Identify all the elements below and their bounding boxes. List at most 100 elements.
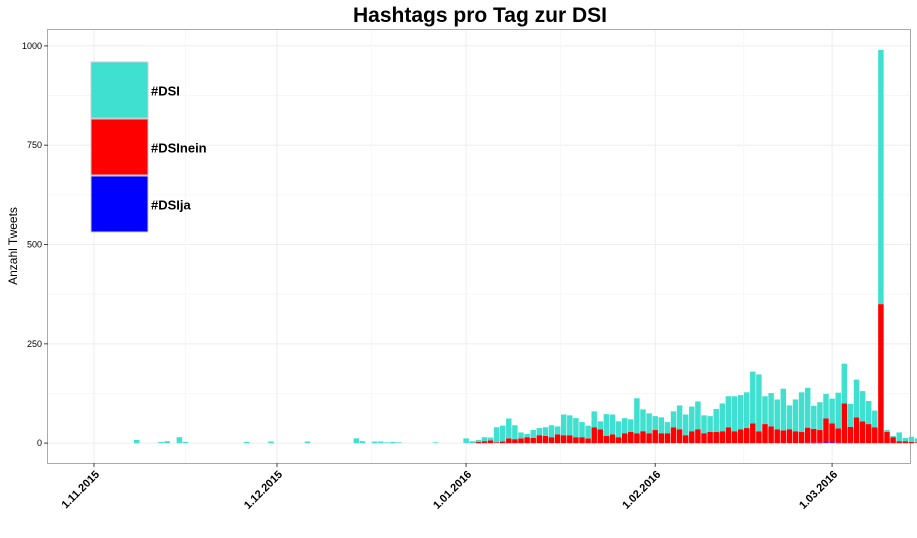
bar	[573, 418, 579, 438]
bar	[524, 437, 530, 444]
bar	[786, 429, 793, 444]
bar	[512, 425, 518, 440]
bar	[634, 398, 640, 434]
bar	[487, 437, 494, 441]
bar	[359, 441, 366, 444]
bar	[786, 405, 793, 430]
bar	[573, 437, 579, 444]
bar	[475, 441, 482, 444]
x-tick-label: 1.11.2015	[59, 469, 102, 512]
y-tick-label: 500	[27, 240, 42, 250]
bar	[835, 392, 841, 429]
bar	[628, 419, 634, 433]
bar	[701, 415, 707, 434]
bar	[475, 439, 482, 442]
bar	[689, 406, 695, 432]
bar	[823, 418, 829, 443]
bar	[560, 414, 567, 436]
bar	[567, 435, 573, 444]
x-tick-label: 1.01.2016	[431, 469, 474, 512]
bar	[798, 392, 805, 433]
bar	[304, 441, 311, 444]
bar	[536, 428, 543, 436]
x-tick-label: 1.12.2015	[242, 469, 285, 512]
y-axis: 0 250 500 750 1000	[22, 41, 48, 448]
bar	[878, 304, 884, 444]
bar	[914, 442, 917, 444]
bar	[493, 427, 500, 443]
bar	[554, 426, 561, 435]
bar	[884, 430, 890, 433]
bar	[847, 442, 854, 444]
bar	[829, 423, 835, 443]
bar	[829, 442, 835, 444]
bar	[493, 442, 500, 444]
bar	[902, 437, 909, 442]
bar	[646, 413, 652, 434]
y-tick-label: 0	[37, 438, 42, 448]
bar	[646, 433, 652, 444]
bar	[518, 438, 524, 444]
y-tick-label: 250	[27, 339, 42, 349]
bar	[865, 424, 872, 444]
bar	[804, 387, 811, 428]
bar	[579, 422, 585, 438]
bar	[695, 401, 701, 430]
bar	[841, 403, 848, 444]
bar	[530, 437, 536, 444]
bar	[872, 427, 878, 444]
bar	[750, 423, 756, 444]
bar	[628, 432, 634, 444]
bar	[158, 441, 164, 444]
legend-key	[90, 118, 149, 176]
bar	[176, 437, 183, 444]
bar	[719, 403, 726, 432]
bar	[737, 429, 744, 444]
bar	[804, 427, 811, 443]
bar	[676, 405, 683, 430]
bar	[774, 399, 780, 430]
bar	[890, 437, 896, 444]
legend-label: #DSInein	[151, 141, 207, 156]
bar	[463, 438, 469, 444]
bar	[695, 429, 701, 444]
bar	[664, 433, 671, 444]
bar	[243, 441, 250, 444]
bar	[609, 434, 616, 444]
legend-label: #DSI	[151, 84, 180, 99]
bar	[603, 414, 610, 436]
bar	[371, 441, 378, 444]
bar	[731, 431, 738, 444]
bar	[908, 441, 915, 444]
bar	[133, 439, 140, 444]
bar	[676, 429, 683, 444]
bar	[756, 374, 762, 432]
bar	[835, 428, 841, 443]
bar	[847, 403, 854, 427]
bar	[268, 441, 274, 444]
bar	[768, 393, 774, 427]
bar	[682, 414, 689, 436]
bar	[548, 425, 555, 438]
bar	[762, 396, 768, 425]
legend-label: #DSIja	[151, 198, 192, 213]
bar	[896, 432, 902, 442]
bar	[182, 441, 189, 444]
bar	[731, 396, 738, 432]
bar	[792, 399, 799, 432]
bar	[890, 435, 896, 438]
bar	[640, 409, 646, 432]
bar	[701, 433, 707, 444]
bar	[780, 430, 787, 444]
bar	[377, 441, 384, 444]
bar	[603, 435, 610, 444]
bar	[725, 427, 732, 444]
bar	[652, 430, 658, 444]
bar	[432, 442, 439, 444]
bar	[817, 430, 823, 443]
bar	[823, 442, 829, 444]
bar	[847, 426, 854, 443]
bar	[542, 435, 549, 444]
bar	[719, 431, 726, 444]
